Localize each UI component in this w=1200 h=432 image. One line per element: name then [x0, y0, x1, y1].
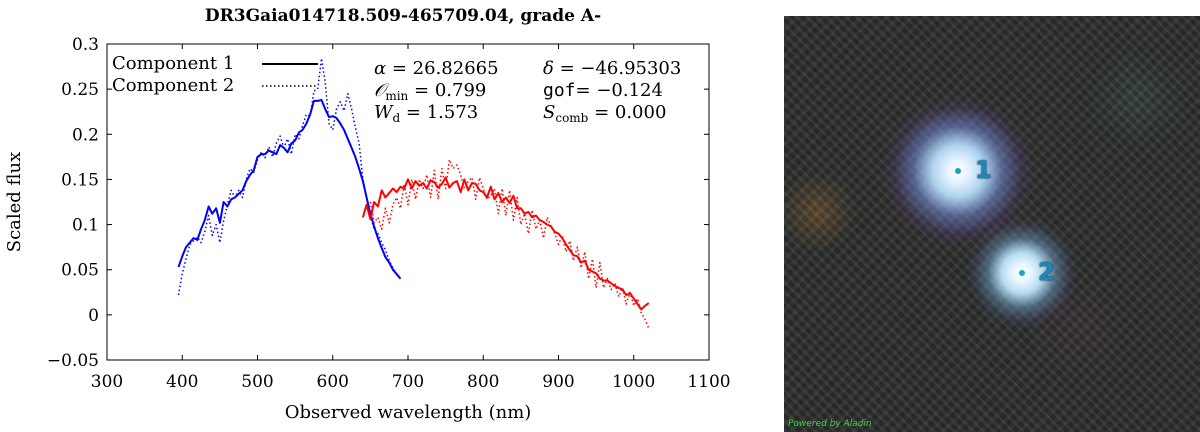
stat-alpha: α = 26.82665 — [374, 58, 499, 79]
x-tick-label: 700 — [392, 372, 424, 392]
stat-wd: Wd = 1.573 — [374, 102, 478, 125]
chart-title: DR3Gaia014718.509-465709.04, grade A- — [205, 6, 601, 26]
y-tick-label: 0 — [88, 306, 99, 326]
series-line-1-component-2 — [177, 57, 398, 296]
y-tick-label: −0.05 — [47, 351, 99, 371]
y-tick-label: 0.05 — [61, 261, 99, 281]
stat-gof: gof= −0.124 — [543, 80, 663, 101]
series-line-3-component-2 — [369, 158, 650, 329]
x-tick-label: 300 — [91, 372, 123, 392]
stat-scomb: Scomb = 0.000 — [543, 102, 666, 125]
sky-image-panel: 1 2 Powered by Aladin — [784, 16, 1200, 432]
stat-delta: δ = −46.95303 — [543, 58, 681, 79]
stat-omin-sub: min — [385, 89, 408, 103]
y-tick-label: 0.1 — [72, 216, 99, 236]
plot-area: 300 400 500 600 700 800 900 1000 1100 −0.05 0 0.05… — [47, 35, 731, 392]
x-tick-label: 600 — [317, 372, 349, 392]
stat-wd-value: = 1.573 — [400, 102, 478, 123]
stat-gof-value: = −0.124 — [576, 80, 663, 101]
y-tick-label: 0.25 — [61, 80, 99, 100]
stat-omin: 𝒪min = 0.799 — [374, 80, 486, 103]
aladin-credit: Powered by Aladin — [788, 419, 872, 429]
stat-scomb-value: = 0.000 — [588, 102, 666, 123]
star-marker-1 — [955, 168, 961, 174]
star-label-2: 2 — [1038, 258, 1055, 286]
series-line-2-component-1 — [361, 176, 650, 311]
stat-delta-value: = −46.95303 — [554, 58, 682, 79]
spectrum-chart: DR3Gaia014718.509-465709.04, grade A- 30… — [4, 6, 731, 423]
x-tick-label: 1000 — [612, 372, 655, 392]
x-tick-label: 400 — [166, 372, 198, 392]
star-label-1: 1 — [975, 156, 992, 184]
stat-alpha-value: = 26.82665 — [386, 58, 498, 79]
stats-annotation: α = 26.82665 δ = −46.95303 𝒪min = 0.799 … — [374, 58, 681, 125]
series-line-0-component-1 — [177, 99, 402, 280]
x-tick-label: 800 — [467, 372, 499, 392]
stat-scomb-sub: comb — [555, 111, 588, 125]
y-axis: −0.05 0 0.05 0.1 0.15 0.2 0.25 0.3 — [47, 35, 709, 371]
star-marker-2 — [1019, 270, 1025, 276]
series-layer — [177, 57, 650, 329]
stat-gof-sym: gof — [543, 80, 576, 101]
x-tick-label: 900 — [542, 372, 574, 392]
y-tick-label: 0.3 — [72, 35, 99, 55]
x-axis: 300 400 500 600 700 800 900 1000 1100 — [91, 44, 731, 392]
legend-label-component-1: Component 1 — [112, 53, 234, 74]
stat-scomb-sym: S — [543, 102, 555, 123]
y-tick-label: 0.2 — [72, 125, 99, 145]
x-tick-label: 500 — [241, 372, 273, 392]
stat-alpha-sym: α — [374, 58, 386, 79]
y-axis-title: Scaled flux — [4, 152, 25, 253]
stat-wd-sym: W — [374, 102, 394, 123]
legend: Component 1 Component 2 — [112, 53, 318, 96]
y-tick-label: 0.15 — [61, 170, 99, 190]
x-axis-title: Observed wavelength (nm) — [285, 402, 532, 423]
stat-delta-sym: δ — [543, 58, 554, 79]
stat-wd-sub: d — [393, 111, 401, 125]
legend-label-component-2: Component 2 — [112, 75, 234, 96]
x-tick-label: 1100 — [687, 372, 730, 392]
stat-omin-value: = 0.799 — [408, 80, 486, 101]
